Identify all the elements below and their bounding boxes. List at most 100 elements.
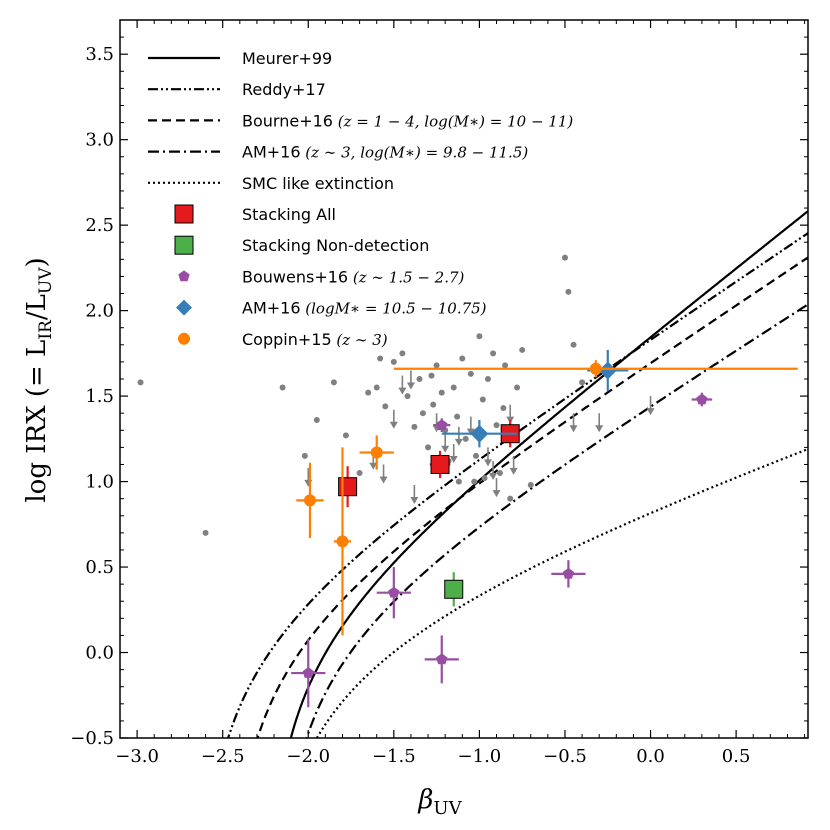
detection-point (570, 341, 577, 348)
detection-point (481, 475, 488, 482)
upper-limit-arrowhead (454, 438, 463, 446)
detection-point (438, 389, 445, 396)
legend-am-16-label: AM+16 (logM∗ = 10.5 − 10.75) (242, 299, 487, 318)
bouwens-16-point (436, 419, 448, 430)
detection-point (479, 396, 486, 403)
detection-point (342, 432, 349, 439)
detection-point (419, 410, 426, 417)
upper-limit-arrowhead (483, 459, 492, 467)
detection-point (476, 333, 483, 340)
legend-stacking-non-detection-label: Stacking Non-detection (242, 236, 429, 255)
bouwens-16-point (436, 653, 448, 665)
upper-limit-arrowhead (509, 467, 518, 475)
upper-limit-arrowhead (466, 428, 475, 436)
bouwens-16-point (696, 393, 708, 405)
detection-point (561, 254, 568, 261)
legend-am-16-swatch (176, 299, 192, 316)
detection-point (416, 376, 423, 382)
detection-point (202, 529, 209, 536)
legend-am-16-label-math: (logM∗ = 10.5 − 10.75) (301, 300, 487, 318)
x-tick-label: −3.0 (115, 746, 159, 767)
legend-am-16-label-text: AM+16 (242, 299, 301, 318)
detection-point (502, 362, 509, 369)
curve-meurer-99 (289, 209, 808, 738)
detection-point (472, 452, 479, 459)
legend-stacking-all-swatch (174, 204, 194, 224)
legend-coppin-15-label-math: (z ∼ 3) (332, 331, 388, 349)
legend-coppin-15-label-text: Coppin+15 (242, 330, 332, 349)
detection-point (433, 362, 440, 369)
am-16-stellar-mass-bin-point (470, 424, 489, 443)
detection-point (377, 355, 384, 362)
upper-limit-arrowhead (646, 408, 655, 416)
legend-bouwens-16-label-text: Bouwens+16 (242, 267, 348, 286)
y-tick-label: 1.5 (85, 386, 114, 407)
stacking-all-point (430, 454, 450, 474)
y-tick-label: 2.5 (85, 215, 114, 236)
detection-point (490, 350, 497, 357)
detection-point (428, 372, 435, 379)
axes: −3.0 −2.5 −2.0 −1.5 −1.0 −0.5 0.0 0.5 −0.5 0.0 0.5… (70, 20, 808, 767)
y-tick-label: 1.0 (85, 472, 114, 493)
coppin-15-point (303, 494, 316, 507)
stacking-all-point (338, 477, 358, 497)
coppin-15-point (589, 362, 602, 375)
y-axis-title: log IRX (= LIR/LUV) (22, 257, 56, 502)
legend-stacking-non-detection-swatch (174, 235, 194, 255)
legend-bouwens-16-label-math: (z ∼ 1.5 − 2.7) (348, 268, 464, 286)
y-tick-label: 3.0 (85, 130, 114, 151)
detection-point (519, 346, 526, 353)
legend-coppin-15-swatch (178, 332, 190, 345)
detection-point (496, 470, 503, 477)
detection-point (404, 393, 411, 400)
detection-point (467, 370, 474, 377)
x-tick-label: −2.5 (201, 746, 245, 767)
detection-point (425, 444, 432, 451)
detection-point (454, 413, 461, 420)
upper-limit-arrowhead (389, 421, 398, 429)
upper-limit-arrowhead (595, 425, 604, 433)
coppin-15-point (370, 446, 383, 459)
x-tick-label: −0.5 (543, 746, 587, 767)
data-points (137, 254, 798, 708)
legend-bourne-16-label: Bourne+16 (z = 1 − 4, log(M∗) = 10 − 11) (242, 111, 573, 130)
detection-point (500, 405, 507, 412)
upper-limit-arrowhead (489, 473, 498, 481)
stacking-non-detection-point (444, 579, 464, 599)
detection-point (514, 384, 521, 391)
bouwens-16-point (562, 567, 575, 579)
detection-point (356, 470, 363, 477)
upper-limit-arrowhead (492, 490, 501, 498)
detection-point (455, 478, 462, 485)
legend-am-16-label-text: AM+16 (242, 143, 301, 162)
legend-smc-like-extinction-label-text: SMC like extinction (242, 174, 394, 193)
detection-point (373, 384, 380, 391)
detection-point (484, 376, 491, 382)
curve-reddy-17 (227, 231, 808, 738)
bouwens-16-point (302, 667, 314, 678)
y-tick-label: 3.5 (85, 44, 114, 65)
bouwens-16-point (388, 586, 400, 598)
detection-point (399, 350, 406, 357)
y-tick-label: 0.5 (85, 557, 114, 578)
detection-point (493, 422, 500, 429)
legend-meurer-99-label-text: Meurer+99 (242, 49, 332, 68)
upper-limit-arrowhead (441, 445, 450, 453)
legend-stacking-all-label: Stacking All (242, 205, 336, 224)
detection-point (411, 423, 418, 430)
upper-limit-arrowhead (449, 455, 458, 463)
upper-limit-arrowhead (406, 382, 415, 390)
detection-point (579, 379, 586, 386)
legend-coppin-15-label: Coppin+15 (z ∼ 3) (242, 330, 388, 349)
upper-limit-arrowhead (410, 496, 419, 504)
legend-reddy-17-label: Reddy+17 (242, 80, 326, 99)
x-axis-title: βUV (417, 785, 462, 819)
curve-am-16 (305, 303, 808, 738)
legend-stacking-all-label-text: Stacking All (242, 205, 336, 224)
x-tick-label: 0.0 (636, 746, 665, 767)
detection-point (462, 435, 469, 442)
legend-am-16-label: AM+16 (z ∼ 3, log(M∗) = 9.8 − 11.5) (242, 143, 528, 162)
detection-point (137, 379, 144, 386)
y-tick-label: 2.0 (85, 301, 114, 322)
